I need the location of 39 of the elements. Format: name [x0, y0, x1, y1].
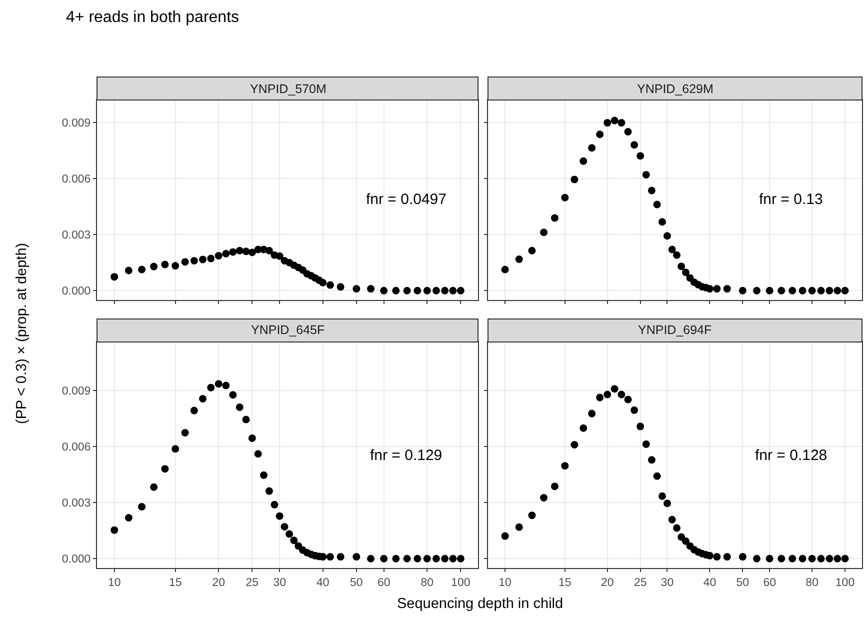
y-tick-label: 0.000: [62, 554, 91, 566]
x-tick-label: 50: [736, 576, 750, 589]
y-tick-label: 0.006: [62, 174, 91, 186]
y-tick-label: 0.003: [62, 498, 91, 510]
y-tick-label: 0.009: [62, 386, 91, 398]
x-tick-label: 30: [660, 576, 674, 589]
x-tick-label: 60: [763, 576, 776, 589]
chart-subtitle: 4+ reads in both parents: [66, 9, 240, 26]
x-tick-label: 15: [558, 576, 572, 589]
annotation: fnr = 0.0497: [366, 191, 446, 208]
x-tick-label: 30: [273, 576, 286, 589]
x-tick-label: 20: [600, 576, 614, 589]
x-tick-label: 100: [451, 576, 470, 589]
x-tick-label: 15: [168, 576, 182, 589]
x-tick-label: 60: [377, 576, 390, 589]
x-tick-label: 50: [350, 576, 363, 589]
x-tick-label: 10: [108, 576, 121, 589]
chart-title: YNPID_570M: [250, 82, 326, 96]
x-tick-label: 40: [316, 576, 330, 589]
x-tick-label: 10: [498, 576, 512, 589]
x-tick-label: 80: [420, 576, 434, 589]
y-tick-label: 0.006: [62, 442, 91, 454]
x-axis-title: Sequencing depth in child: [397, 596, 564, 612]
x-tick-label: 25: [246, 576, 259, 589]
x-tick-label: 25: [634, 576, 647, 589]
y-tick-label: 0.003: [62, 230, 91, 242]
chart-title: YNPID_694F: [638, 323, 712, 337]
x-tick-label: 40: [703, 576, 716, 589]
chart-title: YNPID_629M: [637, 82, 714, 96]
x-tick-label: 20: [212, 576, 226, 589]
annotation: fnr = 0.129: [370, 447, 442, 464]
x-tick-label: 100: [835, 576, 855, 589]
y-tick-label: 0.009: [62, 117, 91, 130]
annotation: fnr = 0.13: [759, 191, 823, 208]
y-tick-label: 0.000: [62, 286, 91, 298]
chart-title: YNPID_645F: [251, 323, 326, 337]
annotation: fnr = 0.128: [755, 447, 828, 464]
y-axis-title: (PP < 0.3) × (prop. at depth): [14, 242, 30, 424]
x-tick-label: 80: [806, 576, 818, 589]
